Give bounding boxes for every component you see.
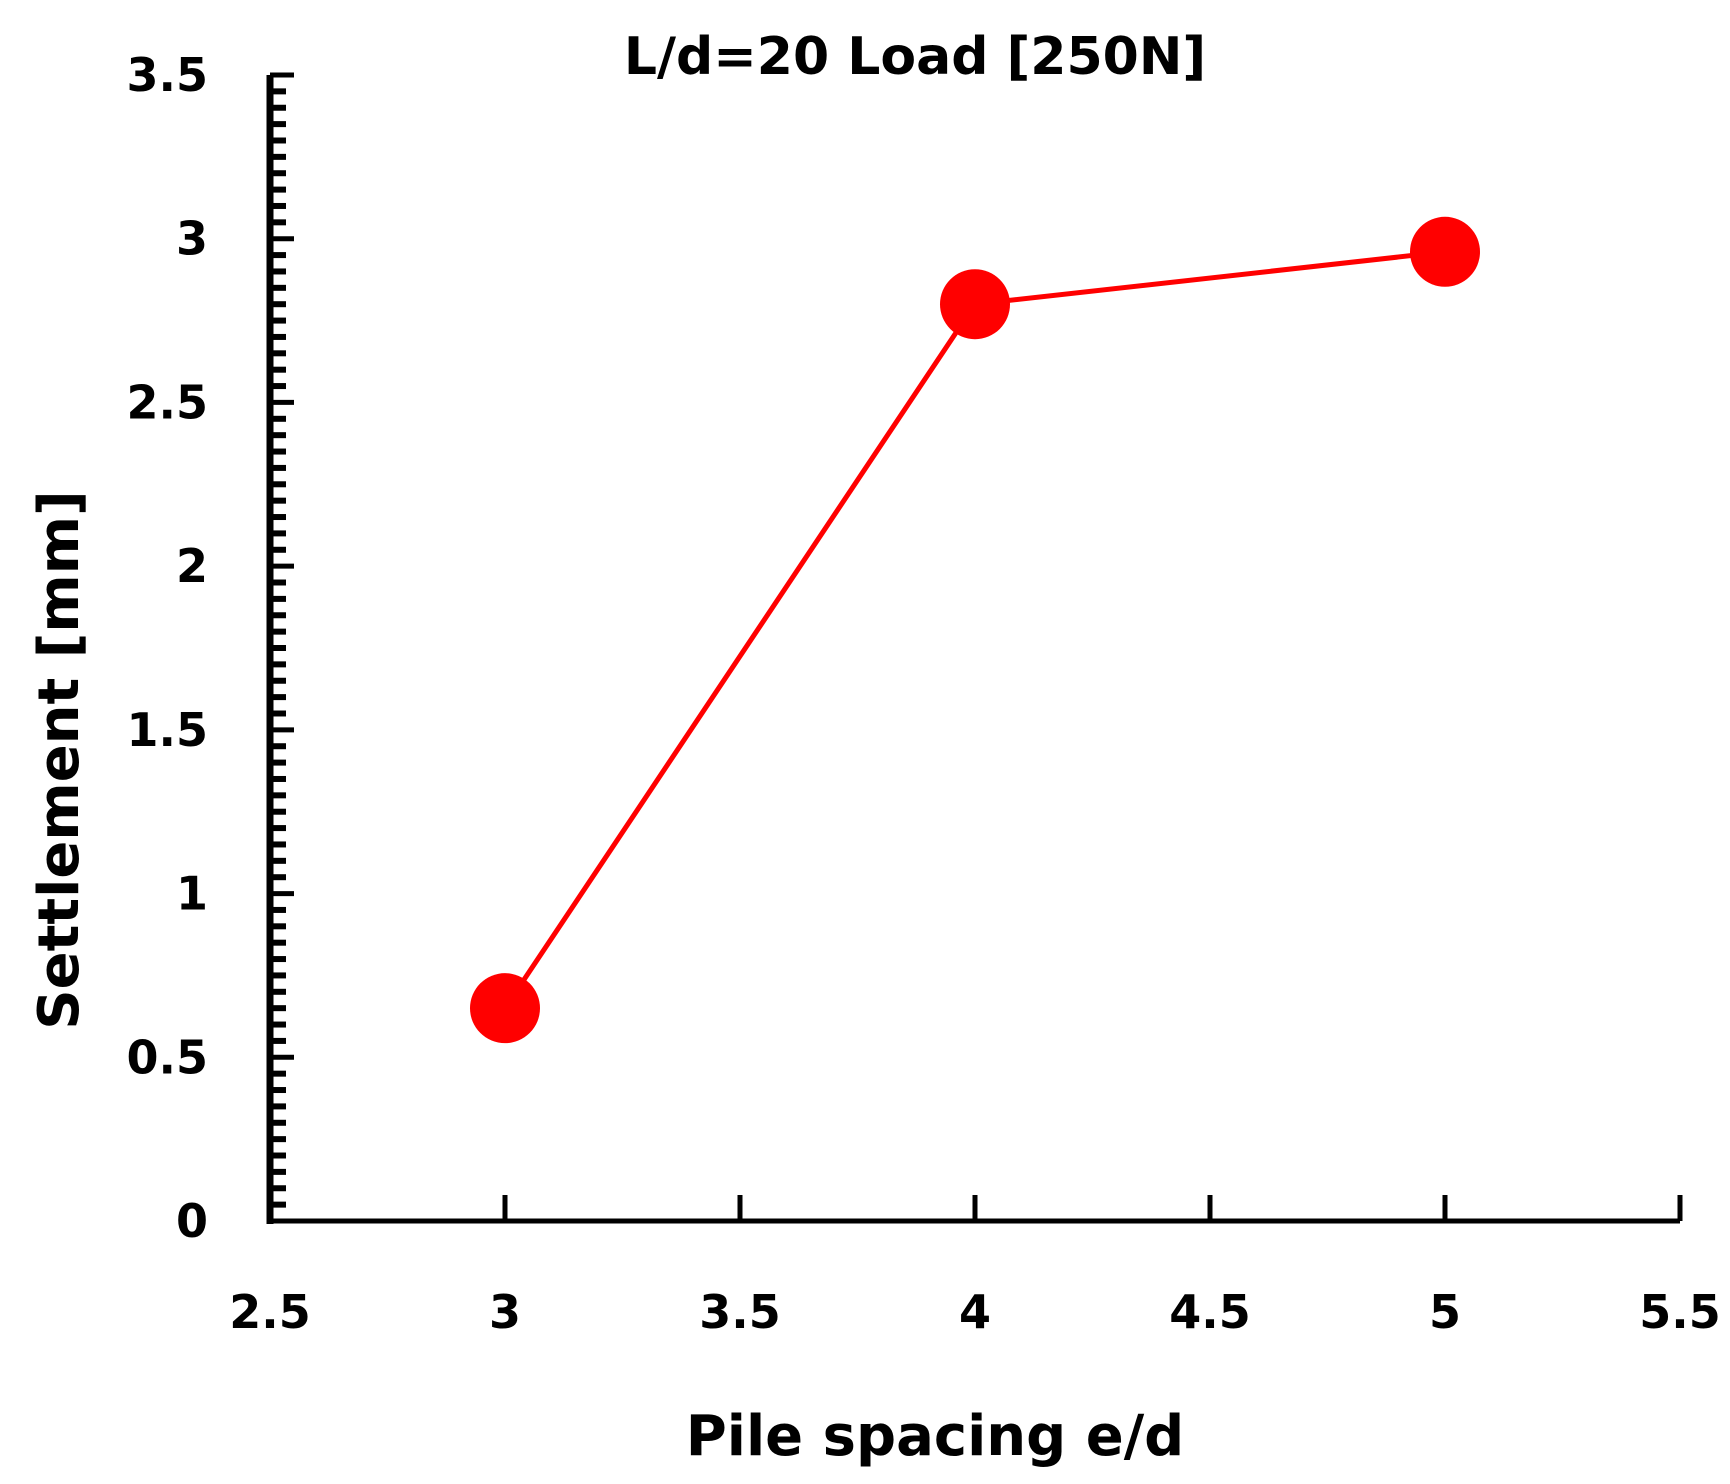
series [470, 216, 1480, 1044]
chart-title: L/d=20 Load [250N] [624, 27, 1206, 87]
x-tick-label: 3.5 [699, 1285, 781, 1339]
x-tick-label: 5 [1429, 1285, 1461, 1339]
data-point [1410, 216, 1480, 287]
x-tick-label: 3 [489, 1285, 521, 1339]
y-tick-label: 1 [176, 867, 208, 921]
y-tick-label: 2 [176, 539, 208, 593]
x-tick-label: 4.5 [1169, 1285, 1251, 1339]
y-tick-label: 0 [176, 1194, 208, 1248]
x-tick-label: 2.5 [229, 1285, 311, 1339]
y-tick-label: 0.5 [127, 1030, 209, 1084]
data-point [470, 973, 540, 1044]
y-ticks: 0 0.5 1 1.5 2 2.5 3 3.5 [127, 48, 294, 1248]
y-tick-label: 1.5 [127, 703, 209, 757]
y-tick-label: 3.5 [127, 48, 209, 102]
x-ticks: 2.5 3 3.5 4 4.5 5 5.5 [229, 1195, 1721, 1339]
x-tick-label: 5.5 [1639, 1285, 1721, 1339]
y-axis-label: Settlement [mm] [27, 490, 92, 1029]
x-axis-label: Pile spacing e/d [686, 1404, 1184, 1469]
data-point [940, 269, 1010, 340]
y-tick-label: 2.5 [127, 375, 209, 429]
x-tick-label: 4 [959, 1285, 991, 1339]
series-line [502, 249, 1446, 1010]
y-tick-label: 3 [176, 212, 208, 266]
